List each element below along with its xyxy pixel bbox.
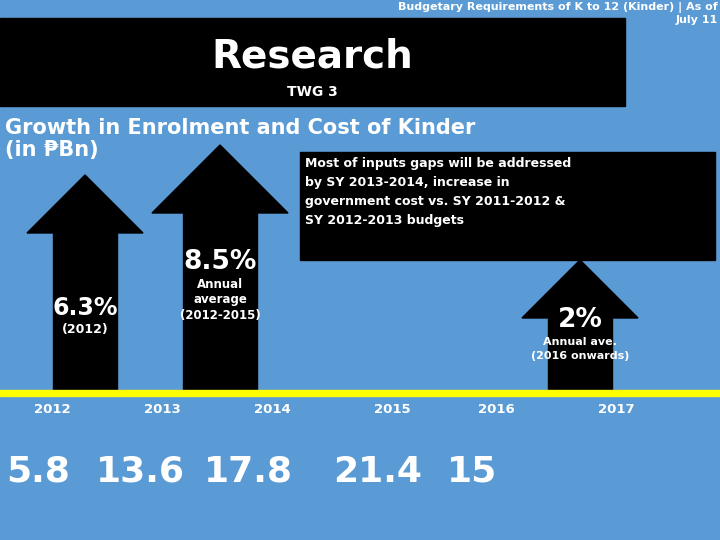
Text: Most of inputs gaps will be addressed
by SY 2013-2014, increase in
government co: Most of inputs gaps will be addressed by… [305,157,571,227]
Text: 6.3%: 6.3% [53,296,118,320]
Text: Annual ave.: Annual ave. [543,337,617,347]
Text: 21.4: 21.4 [333,455,423,489]
Text: 5.8: 5.8 [6,455,70,489]
Text: (2016 onwards): (2016 onwards) [531,351,629,361]
Text: 8.5%: 8.5% [184,249,257,275]
Text: 2017: 2017 [598,403,634,416]
Text: TWG 3: TWG 3 [287,85,338,99]
Text: 2016: 2016 [477,403,514,416]
Text: Research: Research [211,38,413,76]
Polygon shape [27,175,143,233]
Text: (in ₱Bn): (in ₱Bn) [5,140,99,160]
Text: (2012-2015): (2012-2015) [179,308,261,321]
Text: 13.6: 13.6 [96,455,184,489]
Text: 2%: 2% [557,307,603,333]
Bar [548,318,612,390]
Text: Budgetary Requirements of K to 12 (Kinder) | As of
July 11: Budgetary Requirements of K to 12 (Kinde… [398,2,718,25]
Bar [300,152,715,260]
Bar [0,18,625,106]
Text: (2012): (2012) [62,323,109,336]
Bar [53,233,117,390]
Text: 2015: 2015 [374,403,410,416]
Text: 2014: 2014 [253,403,290,416]
Text: 2013: 2013 [143,403,181,416]
Text: 2012: 2012 [34,403,71,416]
Bar [183,213,258,390]
Polygon shape [152,145,288,213]
Bar [0,390,720,396]
Text: Growth in Enrolment and Cost of Kinder: Growth in Enrolment and Cost of Kinder [5,118,475,138]
Text: Annual: Annual [197,279,243,292]
Polygon shape [522,260,638,318]
Text: 15: 15 [447,455,497,489]
Text: 17.8: 17.8 [204,455,292,489]
Text: average: average [193,294,247,307]
